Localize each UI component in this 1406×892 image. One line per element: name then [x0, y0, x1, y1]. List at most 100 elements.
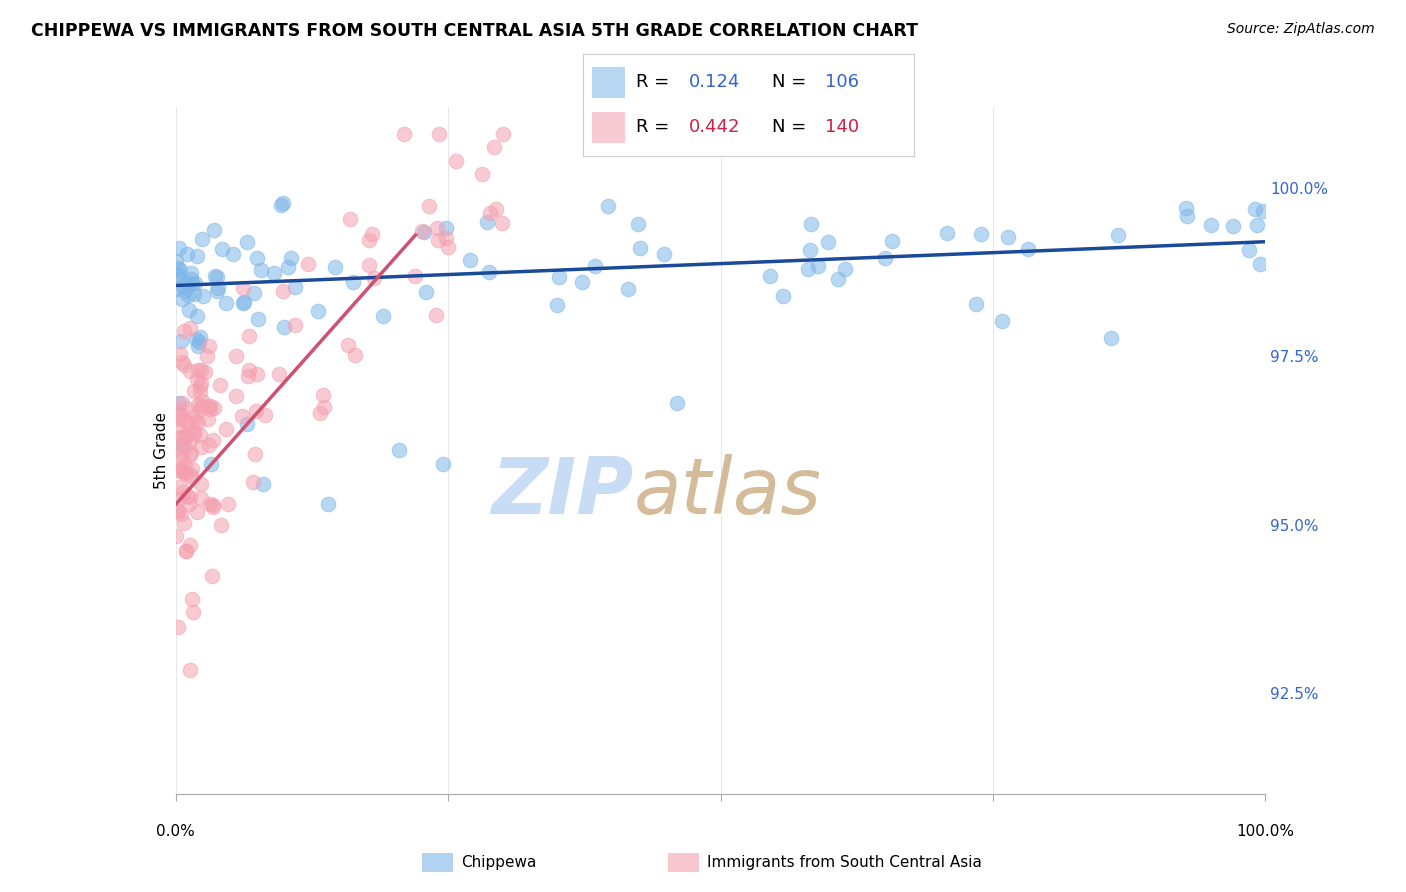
Point [188, 428, 211, 442]
Point [1175, 209, 1198, 223]
Text: 0.442: 0.442 [689, 119, 741, 136]
Point [834, 262, 856, 277]
Point [284, 280, 307, 294]
Point [361, 227, 384, 241]
Point [166, 620, 188, 634]
Point [207, 280, 229, 294]
Point [492, 127, 515, 141]
Point [173, 459, 195, 474]
Point [583, 259, 606, 273]
Point [177, 302, 200, 317]
Point [167, 463, 190, 477]
Point [198, 497, 221, 511]
Point [179, 664, 201, 678]
Point [426, 221, 449, 235]
Point [217, 497, 239, 511]
Point [179, 321, 201, 335]
Bar [592, 67, 624, 97]
Point [209, 517, 232, 532]
Point [215, 422, 238, 436]
Point [211, 243, 233, 257]
Point [190, 491, 212, 505]
Point [186, 249, 208, 263]
Point [232, 281, 254, 295]
Point [231, 409, 253, 423]
Text: CHIPPEWA VS IMMIGRANTS FROM SOUTH CENTRAL ASIA 5TH GRADE CORRELATION CHART: CHIPPEWA VS IMMIGRANTS FROM SOUTH CENTRA… [31, 22, 918, 40]
Point [446, 154, 468, 169]
Point [797, 261, 820, 276]
Point [169, 346, 191, 360]
Point [359, 258, 381, 272]
Point [434, 221, 457, 235]
Point [991, 314, 1014, 328]
Point [271, 285, 294, 299]
Point [174, 465, 197, 479]
Point [817, 235, 839, 250]
Point [183, 425, 205, 440]
Point [312, 401, 335, 415]
Point [179, 434, 201, 449]
Point [243, 286, 266, 301]
Point [482, 140, 505, 154]
Point [176, 276, 198, 290]
Point [187, 339, 209, 353]
Point [180, 446, 202, 460]
Point [188, 330, 211, 344]
Point [202, 401, 225, 416]
Point [799, 244, 821, 258]
Point [392, 127, 415, 141]
Point [252, 477, 274, 491]
Point [167, 504, 190, 518]
Point [363, 270, 385, 285]
Point [1017, 242, 1039, 256]
Point [170, 446, 193, 460]
Point [280, 251, 302, 265]
Point [337, 337, 360, 351]
Point [215, 296, 238, 310]
Point [270, 198, 292, 212]
Point [997, 230, 1019, 244]
Point [169, 480, 191, 494]
Point [167, 404, 190, 418]
Point [173, 325, 195, 339]
Point [485, 202, 508, 217]
Point [204, 269, 226, 284]
Point [170, 464, 193, 478]
Text: 100.0%: 100.0% [1236, 824, 1295, 839]
Point [167, 419, 190, 434]
Point [191, 393, 214, 408]
Text: 106: 106 [825, 73, 859, 91]
Point [873, 251, 896, 265]
Point [169, 491, 191, 506]
Point [190, 440, 212, 454]
Point [254, 408, 277, 422]
Point [166, 432, 188, 446]
Point [1251, 204, 1274, 219]
Point [965, 297, 987, 311]
Point [186, 372, 208, 386]
Point [201, 498, 224, 512]
Point [167, 411, 190, 425]
Point [188, 378, 211, 392]
Point [174, 401, 197, 416]
Point [273, 320, 295, 334]
Point [1174, 201, 1197, 215]
Point [176, 544, 198, 558]
Point [179, 416, 201, 430]
Point [166, 268, 188, 282]
Point [246, 312, 269, 326]
Point [190, 363, 212, 377]
Point [418, 199, 440, 213]
Point [208, 377, 231, 392]
Point [246, 367, 269, 381]
Point [1249, 256, 1271, 270]
Text: ZIP: ZIP [491, 454, 633, 530]
Point [312, 388, 335, 402]
Point [471, 167, 494, 181]
Point [437, 240, 460, 254]
Text: Source: ZipAtlas.com: Source: ZipAtlas.com [1227, 22, 1375, 37]
Point [184, 414, 207, 428]
Point [180, 272, 202, 286]
Point [170, 292, 193, 306]
Point [339, 211, 361, 226]
